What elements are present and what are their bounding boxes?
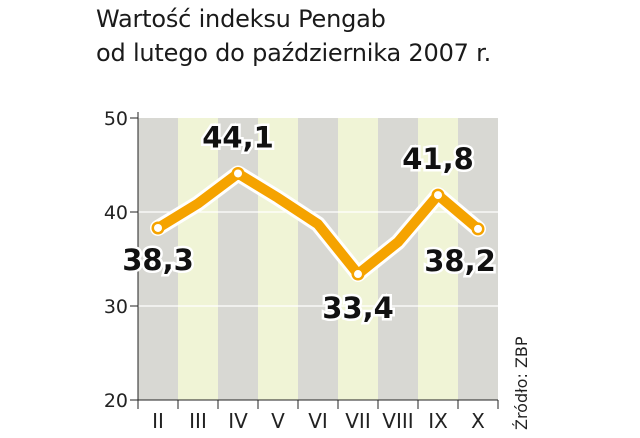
data-label: 38,3 [122,243,194,277]
x-tick-label: II [152,409,164,433]
chart-title: Wartość indeksu Pengab [96,5,386,33]
x-tick-label: IV [228,409,248,433]
y-tick-label: 50 [104,108,128,130]
column-band [258,118,298,400]
x-tick-label: X [471,409,485,433]
x-tick-label: VI [308,409,328,433]
column-band [418,118,458,400]
y-tick-label: 20 [104,390,128,412]
data-point [234,169,242,178]
x-tick-label: III [189,409,207,433]
source-note: Źródło: ZBP [512,336,531,430]
data-label: 38,2 [424,244,496,278]
data-point [154,223,162,232]
column-band [458,118,498,400]
y-tick-label: 40 [104,202,128,224]
x-tick-label: IX [428,409,448,433]
x-tick-label: VIII [382,409,413,433]
chart-subtitle: od lutego do października 2007 r. [96,39,492,67]
data-point [434,191,442,200]
data-label: 44,1 [202,120,274,154]
column-band [218,118,258,400]
column-band [178,118,218,400]
chart-title-block: Wartość indeksu Pengab od lutego do paźd… [96,2,491,70]
column-band [138,118,178,400]
x-tick-label: VII [345,409,370,433]
data-point [474,224,482,233]
data-point [354,270,362,279]
x-tick-label: V [271,409,285,433]
series-line [153,168,483,280]
data-label: 41,8 [402,142,474,176]
y-tick-label: 30 [104,296,128,318]
column-band [298,118,338,400]
data-label: 33,4 [322,291,394,325]
